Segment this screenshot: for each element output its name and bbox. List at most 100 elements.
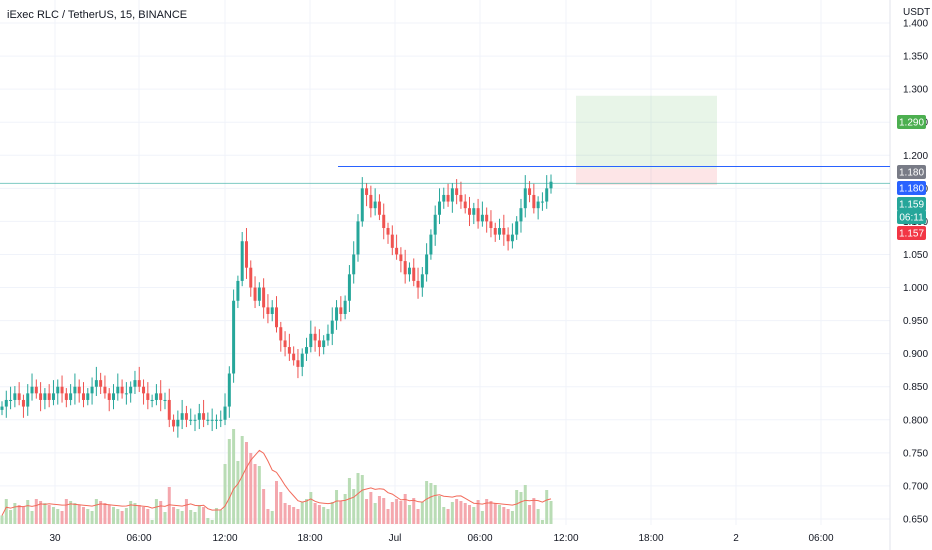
candle-body	[43, 393, 47, 400]
candle-body	[472, 208, 476, 215]
volume-bar	[17, 505, 21, 524]
volume-bar	[214, 508, 218, 524]
volume-bar	[0, 515, 4, 524]
candle-body	[219, 419, 223, 421]
x-tick-label: Jul	[389, 533, 402, 544]
profit-zone	[576, 95, 717, 169]
volume-bar	[532, 498, 536, 524]
price-badge	[897, 115, 926, 129]
volume-bar	[176, 509, 180, 524]
volume-bar	[13, 503, 17, 524]
volume-bar	[9, 510, 13, 524]
candle-body	[403, 261, 407, 275]
volume-bar	[377, 496, 381, 524]
candle-body	[184, 413, 188, 420]
candle-body	[545, 188, 549, 202]
volume-bar	[81, 507, 85, 524]
candle-body	[390, 234, 394, 248]
long-position-tool[interactable]	[576, 95, 717, 186]
volume-bar	[386, 509, 390, 524]
candle-body	[386, 228, 390, 235]
volume-bar	[240, 436, 244, 524]
candle-body	[360, 188, 364, 222]
volume-bar	[382, 498, 386, 524]
candle-body	[9, 399, 13, 401]
volume-bar	[279, 492, 283, 524]
volume-bar	[257, 466, 261, 524]
volume-bar	[219, 510, 223, 524]
volume-bar	[142, 507, 146, 524]
volume-bar	[300, 502, 304, 524]
candle-body	[223, 406, 227, 420]
volume-bar	[416, 509, 420, 524]
volume-bar	[390, 502, 394, 524]
y-tick-label: 0.850	[903, 382, 928, 393]
price-badge	[897, 226, 926, 240]
candle-body	[399, 254, 403, 262]
volume-bar	[275, 481, 278, 524]
candle-body	[446, 194, 450, 202]
price-axis[interactable]: 1.4001.3501.3001.2501.2001.1501.1001.050…	[903, 19, 928, 526]
volume-bar	[309, 492, 313, 524]
volume-bar	[313, 503, 317, 524]
candle-body	[81, 393, 85, 400]
candle-body	[365, 188, 369, 195]
candle-body	[335, 307, 339, 321]
volume-bar	[463, 503, 467, 524]
volume-bar	[528, 505, 532, 524]
volume-bar	[519, 492, 523, 524]
y-tick-label: 0.900	[903, 349, 928, 360]
volume-bar	[489, 501, 493, 524]
candle-body	[330, 320, 334, 334]
candle-body	[227, 373, 231, 407]
volume-bar	[163, 512, 167, 524]
volume-bar	[412, 498, 416, 524]
stop-zone	[576, 168, 717, 186]
volume-bar	[129, 501, 133, 524]
candle-body	[279, 327, 283, 341]
volume-bar	[4, 499, 8, 524]
volume-bar	[347, 478, 351, 524]
candle-body	[60, 386, 64, 394]
candle-body	[416, 280, 420, 288]
volume-bar	[60, 511, 64, 524]
candle-body	[90, 386, 94, 394]
y-tick-label: 1.400	[903, 19, 928, 30]
volume-bar	[206, 518, 210, 524]
candle-body	[352, 254, 356, 275]
volume-bar	[69, 501, 73, 524]
price-badge	[897, 197, 926, 211]
candle-body	[433, 214, 437, 235]
volume-bar	[322, 507, 326, 524]
volume-bar	[94, 499, 98, 524]
candle-body	[133, 380, 137, 387]
price-badge	[897, 181, 926, 195]
candle-body	[137, 380, 141, 387]
time-axis[interactable]: 30 06:00 12:00 18:00 Jul 06:00 12:00 18:00 2 06:0…	[49, 533, 834, 544]
candle-body	[30, 386, 34, 394]
candle-body	[253, 287, 257, 301]
volume-ma-line	[1, 449, 552, 516]
candle-body	[463, 201, 467, 209]
candle-body	[257, 287, 261, 301]
x-tick-label: 2	[733, 533, 739, 544]
candle-body	[519, 208, 523, 222]
candle-body	[455, 188, 459, 195]
y-tick-label: 0.800	[903, 415, 928, 426]
volume-bar	[536, 509, 540, 524]
price-badge	[897, 210, 926, 224]
candle-body	[347, 274, 351, 301]
candle-body	[296, 360, 300, 367]
volume-ma	[1, 449, 552, 516]
horizontal-lines[interactable]	[0, 165, 890, 184]
candle-body	[202, 413, 206, 420]
volume-bar	[133, 503, 137, 524]
price-badge	[897, 165, 926, 179]
candle-body	[210, 419, 214, 421]
volume-bar	[26, 500, 30, 524]
candle-body	[407, 267, 411, 275]
volume-bar	[210, 520, 214, 524]
volume-bar	[34, 499, 38, 524]
candle-body	[39, 393, 43, 400]
